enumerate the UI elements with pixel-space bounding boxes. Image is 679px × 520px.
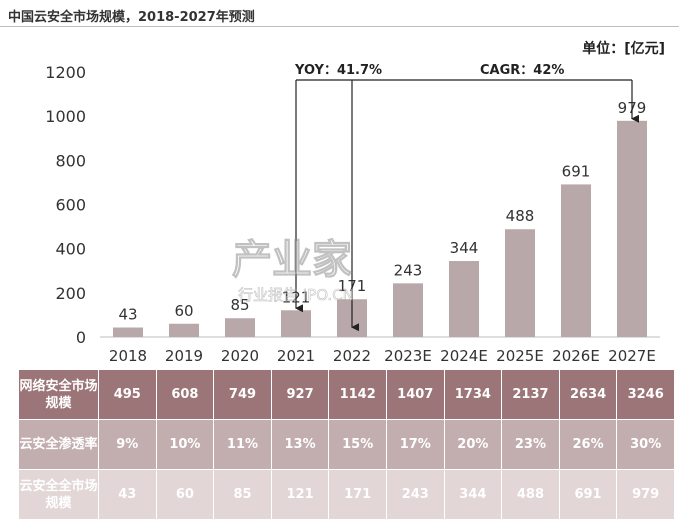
row-header: 云安全渗透率: [18, 419, 99, 470]
data-table: 网络安全市场规模 495 608 749 927 1142 1407 1734 2137 2634…: [18, 369, 675, 520]
table-cell: 10%: [155, 419, 215, 470]
bar-value-label: 344: [450, 239, 479, 257]
table-cell: 30%: [616, 419, 675, 470]
table-cell: 1407: [385, 369, 445, 420]
table-cell: 3246: [616, 369, 675, 420]
x-tick-label: 2026E: [552, 347, 600, 365]
table-cell: 15%: [328, 419, 387, 470]
bar: [617, 120, 647, 337]
row-header: 云安全全市场规模: [18, 469, 99, 520]
y-tick-label: 1200: [45, 63, 86, 82]
table-cell: 9%: [98, 419, 157, 470]
bar: [393, 283, 423, 337]
bar: [281, 310, 311, 337]
watermark-sub: 行业报告 IPO.CN: [238, 286, 354, 304]
table-cell: 979: [616, 469, 675, 520]
penetration-rate-row: 云安全渗透率 9% 10% 11% 13% 15% 17% 20% 23% 26% 30%: [18, 419, 675, 470]
bar: [169, 323, 199, 337]
row-header: 网络安全市场规模: [18, 369, 99, 420]
unit-label: 单位：[亿元]: [582, 41, 665, 57]
bar: [113, 327, 143, 337]
x-tick-label: 2024E: [440, 347, 488, 365]
bar-value-label: 43: [118, 306, 137, 324]
table-cell: 20%: [443, 419, 503, 470]
x-tick-label: 2025E: [496, 347, 544, 365]
x-tick-label: 2021: [277, 347, 315, 365]
table-cell: 1142: [328, 369, 387, 420]
y-tick-label: 1000: [45, 107, 86, 126]
table-cell: 23%: [501, 419, 560, 470]
table-cell: 43: [98, 469, 157, 520]
x-tick-label: 2020: [221, 347, 259, 365]
bar: [505, 229, 535, 337]
watermark-main: 产业家: [232, 237, 352, 283]
bar: [225, 318, 255, 337]
bar-value-label: 691: [562, 162, 591, 180]
y-tick-label: 200: [55, 284, 86, 303]
table-cell: 243: [385, 469, 445, 520]
bar-value-label: 85: [230, 296, 249, 314]
table-cell: 495: [98, 369, 157, 420]
x-tick-label: 2019: [165, 347, 203, 365]
table-cell: 11%: [213, 419, 272, 470]
table-cell: 749: [213, 369, 272, 420]
table-cell: 344: [443, 469, 503, 520]
cagr-annotation: CAGR：42%: [480, 63, 564, 78]
table-cell: 927: [270, 369, 330, 420]
table-cell: 171: [328, 469, 387, 520]
y-tick-label: 600: [55, 196, 86, 215]
bar: [449, 261, 479, 337]
table-cell: 2137: [501, 369, 560, 420]
title-divider: [0, 26, 679, 27]
table-cell: 488: [501, 469, 560, 520]
bar-value-label: 243: [394, 261, 423, 279]
y-tick-label: 800: [55, 151, 86, 170]
table-cell: 121: [270, 469, 330, 520]
table-cell: 691: [558, 469, 618, 520]
table-cell: 2634: [558, 369, 618, 420]
yoy-annotation: YOY：41.7%: [294, 63, 382, 78]
table-cell: 26%: [558, 419, 618, 470]
cloud-security-row: 云安全全市场规模 43 60 85 121 171 243 344 488 691 979: [18, 469, 675, 520]
table-cell: 60: [155, 469, 215, 520]
x-tick-label: 2027E: [608, 347, 656, 365]
table-cell: 13%: [270, 419, 330, 470]
x-tick-label: 2023E: [384, 347, 432, 365]
table-cell: 1734: [443, 369, 503, 420]
y-tick-label: 400: [55, 240, 86, 259]
table-cell: 85: [213, 469, 272, 520]
table-cell: 608: [155, 369, 215, 420]
x-tick-label: 2022: [333, 347, 371, 365]
chart-title: 中国云安全市场规模，2018-2027年预测: [8, 10, 255, 25]
bar: [561, 184, 591, 337]
bar-value-label: 60: [174, 302, 193, 320]
x-tick-label: 2018: [109, 347, 147, 365]
y-tick-label: 0: [76, 328, 86, 347]
bar-value-label: 488: [506, 207, 535, 225]
network-security-row: 网络安全市场规模 495 608 749 927 1142 1407 1734 2137 2634…: [18, 369, 675, 420]
table-cell: 17%: [385, 419, 445, 470]
